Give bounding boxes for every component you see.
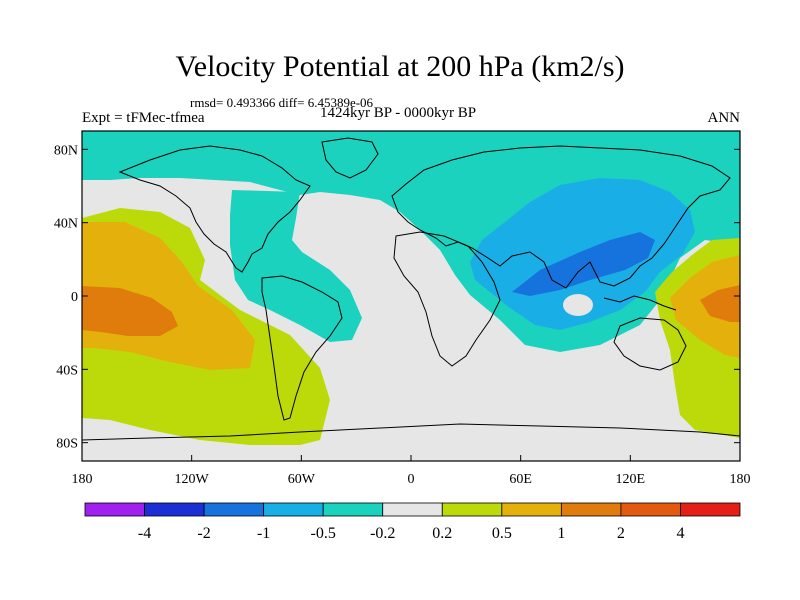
coastlines bbox=[82, 137, 740, 441]
colorbar-label: -4 bbox=[138, 525, 151, 542]
period-label: 1424kyr BP - 0000kyr BP bbox=[320, 105, 477, 121]
contour-blue-core bbox=[512, 232, 655, 296]
colorbar: -4 -2 -1 -0.5 -0.2 0.2 0.5 1 2 4 bbox=[84, 502, 741, 542]
lat-tick-label: 80S bbox=[56, 437, 78, 452]
colorbar-swatch bbox=[441, 502, 503, 517]
coastline-indonesia bbox=[603, 295, 677, 311]
contour-indian-ocean-cell bbox=[563, 294, 593, 316]
lon-tick-label: 120E bbox=[616, 472, 646, 487]
colorbar-swatch bbox=[322, 502, 384, 517]
coastline-greenland bbox=[321, 137, 379, 179]
lon-tick-label: 180 bbox=[730, 472, 751, 487]
longitude-axis: 180 120W 60W 0 60E 120E 180 bbox=[72, 455, 751, 487]
colorbar-swatch bbox=[144, 502, 205, 517]
colorbar-swatch bbox=[680, 502, 741, 517]
map-title: Velocity Potential at 200 hPa (km2/s) bbox=[175, 50, 625, 83]
colorbar-label: 0.2 bbox=[432, 525, 452, 542]
experiment-label: Expt = tFMec-tfmea bbox=[82, 110, 205, 126]
colorbar-swatch bbox=[203, 502, 265, 517]
colorbar-swatch bbox=[620, 502, 681, 517]
colorbar-label: -1 bbox=[257, 525, 270, 542]
colorbar-label: 4 bbox=[676, 525, 684, 542]
lon-tick-label: 60W bbox=[288, 472, 316, 487]
colorbar-swatch bbox=[382, 502, 443, 517]
colorbar-swatch bbox=[560, 502, 622, 517]
lat-tick-label: 40S bbox=[56, 363, 78, 378]
contour-fill bbox=[82, 131, 740, 461]
season-label: ANN bbox=[707, 110, 741, 126]
lat-tick-label: 0 bbox=[71, 290, 78, 305]
lon-tick-label: 60E bbox=[509, 472, 532, 487]
coastline-australia bbox=[613, 317, 687, 371]
coastline-africa bbox=[393, 231, 501, 367]
colorbar-swatch bbox=[263, 502, 324, 517]
coastline-north-america bbox=[118, 145, 311, 273]
colorbar-label: 1 bbox=[557, 525, 565, 542]
lon-tick-label: 120W bbox=[175, 472, 210, 487]
colorbar-swatch bbox=[84, 502, 145, 517]
lon-tick-label: 0 bbox=[408, 472, 415, 487]
latitude-axis: 80N 40N 0 40S 80S bbox=[54, 143, 740, 452]
stats-text: rmsd= 0.493366 diff= 6.45389e-06 bbox=[190, 95, 374, 110]
colorbar-label: -0.5 bbox=[311, 525, 336, 542]
coastline-south-america bbox=[261, 275, 343, 421]
colorbar-label: -2 bbox=[197, 525, 210, 542]
contour-teal-americas bbox=[230, 190, 362, 342]
colorbar-label: -0.2 bbox=[370, 525, 395, 542]
lat-tick-label: 80N bbox=[54, 143, 78, 158]
colorbar-swatch bbox=[501, 502, 562, 517]
coastline-antarctica bbox=[82, 423, 740, 441]
colorbar-label: 0.5 bbox=[492, 525, 512, 542]
lon-tick-label: 180 bbox=[72, 472, 93, 487]
contour-orange-eastpacific bbox=[82, 286, 178, 336]
colorbar-label: 2 bbox=[617, 525, 625, 542]
lat-tick-label: 40N bbox=[54, 217, 78, 232]
contour-orange-westpacific bbox=[700, 285, 740, 322]
